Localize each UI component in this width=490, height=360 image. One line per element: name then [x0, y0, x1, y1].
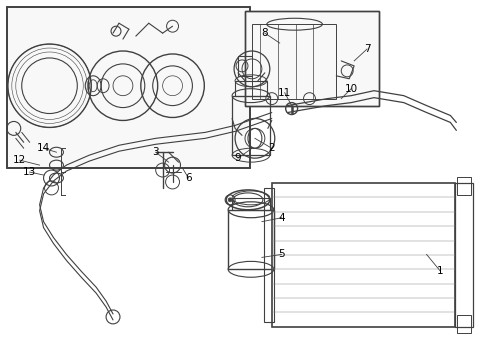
Bar: [228, 210, 274, 269]
Bar: [272, 183, 455, 327]
Text: 2: 2: [269, 143, 275, 153]
Bar: [455, 183, 473, 327]
Text: 13: 13: [23, 167, 36, 177]
Bar: [232, 96, 270, 155]
Text: 7: 7: [364, 44, 370, 54]
Text: 8: 8: [262, 28, 268, 38]
Text: 10: 10: [344, 84, 358, 94]
Text: 11: 11: [278, 88, 292, 98]
Text: 14: 14: [37, 143, 50, 153]
Bar: [232, 198, 270, 210]
Bar: [264, 188, 274, 322]
Bar: [235, 81, 267, 96]
Text: 5: 5: [278, 249, 285, 260]
Bar: [457, 315, 471, 333]
Circle shape: [228, 198, 232, 202]
Bar: [457, 177, 471, 195]
Text: 9: 9: [235, 153, 242, 163]
Text: 3: 3: [152, 147, 159, 157]
Text: 4: 4: [278, 213, 285, 223]
Bar: [7, 7, 250, 168]
Text: 12: 12: [13, 155, 26, 165]
Bar: [7, 7, 250, 168]
Bar: [245, 11, 379, 105]
Text: 1: 1: [437, 266, 444, 276]
Bar: [252, 24, 336, 99]
Bar: [245, 11, 379, 105]
Text: 6: 6: [185, 173, 192, 183]
